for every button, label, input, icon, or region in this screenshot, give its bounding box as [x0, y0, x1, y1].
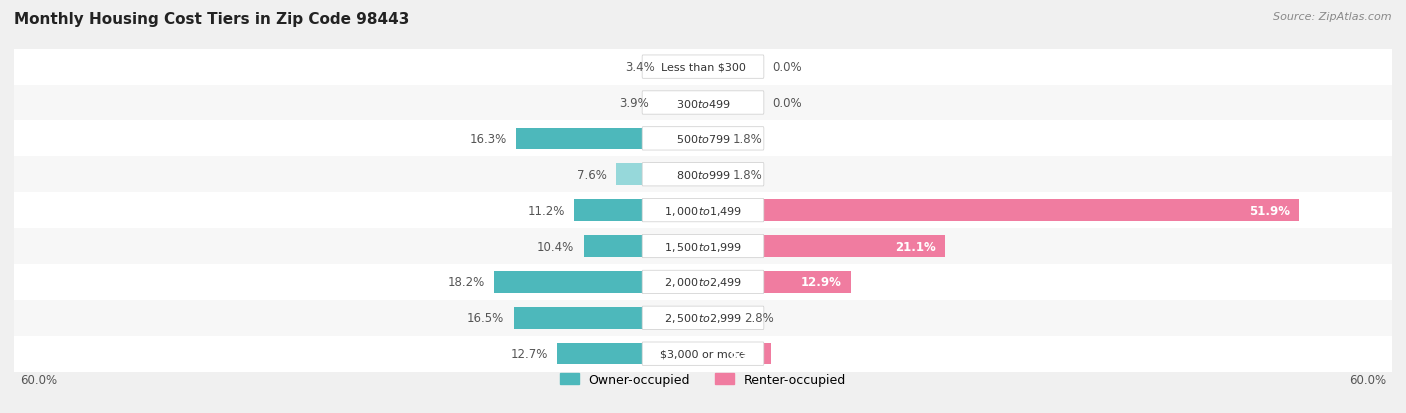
Bar — [513, 307, 703, 329]
Bar — [616, 164, 703, 185]
Bar — [14, 336, 1392, 372]
Bar — [494, 271, 703, 293]
FancyBboxPatch shape — [643, 271, 763, 294]
FancyBboxPatch shape — [643, 306, 763, 330]
FancyBboxPatch shape — [643, 92, 763, 115]
Bar — [14, 264, 1392, 300]
Text: 3.4%: 3.4% — [626, 61, 655, 74]
Text: 12.7%: 12.7% — [510, 347, 548, 360]
Bar — [516, 128, 703, 150]
Bar — [703, 200, 1299, 221]
Text: 0.0%: 0.0% — [772, 61, 801, 74]
Text: 16.3%: 16.3% — [470, 133, 506, 145]
FancyBboxPatch shape — [643, 342, 763, 366]
Text: $500 to $799: $500 to $799 — [675, 133, 731, 145]
Legend: Owner-occupied, Renter-occupied: Owner-occupied, Renter-occupied — [555, 368, 851, 391]
Bar — [703, 307, 735, 329]
Text: 10.4%: 10.4% — [537, 240, 575, 253]
Text: 7.6%: 7.6% — [576, 169, 606, 181]
Bar — [703, 343, 770, 365]
Bar — [14, 157, 1392, 193]
Bar — [14, 50, 1392, 85]
Text: 16.5%: 16.5% — [467, 311, 505, 325]
Text: 1.8%: 1.8% — [733, 169, 762, 181]
Text: 60.0%: 60.0% — [1350, 373, 1386, 387]
FancyBboxPatch shape — [643, 127, 763, 151]
Text: $1,500 to $1,999: $1,500 to $1,999 — [664, 240, 742, 253]
Text: $2,500 to $2,999: $2,500 to $2,999 — [664, 311, 742, 325]
Bar — [664, 57, 703, 78]
Bar — [703, 271, 851, 293]
Text: 12.9%: 12.9% — [801, 276, 842, 289]
FancyBboxPatch shape — [643, 56, 763, 79]
Text: 1.8%: 1.8% — [733, 133, 762, 145]
Text: $800 to $999: $800 to $999 — [675, 169, 731, 181]
Text: 60.0%: 60.0% — [20, 373, 56, 387]
Bar — [14, 193, 1392, 228]
Bar — [658, 93, 703, 114]
Text: $300 to $499: $300 to $499 — [675, 97, 731, 109]
Text: $1,000 to $1,499: $1,000 to $1,499 — [664, 204, 742, 217]
Bar — [703, 236, 945, 257]
Bar — [14, 228, 1392, 264]
Text: 18.2%: 18.2% — [447, 276, 485, 289]
Bar — [703, 164, 724, 185]
Bar — [575, 200, 703, 221]
Bar — [557, 343, 703, 365]
FancyBboxPatch shape — [643, 235, 763, 258]
Bar — [14, 300, 1392, 336]
Text: 2.8%: 2.8% — [744, 311, 775, 325]
Text: 21.1%: 21.1% — [896, 240, 936, 253]
Text: 5.9%: 5.9% — [728, 347, 762, 360]
Text: $3,000 or more: $3,000 or more — [661, 349, 745, 359]
FancyBboxPatch shape — [643, 163, 763, 187]
Text: 0.0%: 0.0% — [772, 97, 801, 110]
Text: Monthly Housing Cost Tiers in Zip Code 98443: Monthly Housing Cost Tiers in Zip Code 9… — [14, 12, 409, 27]
Bar — [14, 121, 1392, 157]
Bar — [14, 85, 1392, 121]
Text: Less than $300: Less than $300 — [661, 62, 745, 72]
Bar — [703, 128, 724, 150]
Text: 3.9%: 3.9% — [619, 97, 650, 110]
Text: 51.9%: 51.9% — [1249, 204, 1289, 217]
Text: $2,000 to $2,499: $2,000 to $2,499 — [664, 276, 742, 289]
Bar — [583, 236, 703, 257]
Text: Source: ZipAtlas.com: Source: ZipAtlas.com — [1274, 12, 1392, 22]
Text: 11.2%: 11.2% — [527, 204, 565, 217]
FancyBboxPatch shape — [643, 199, 763, 222]
